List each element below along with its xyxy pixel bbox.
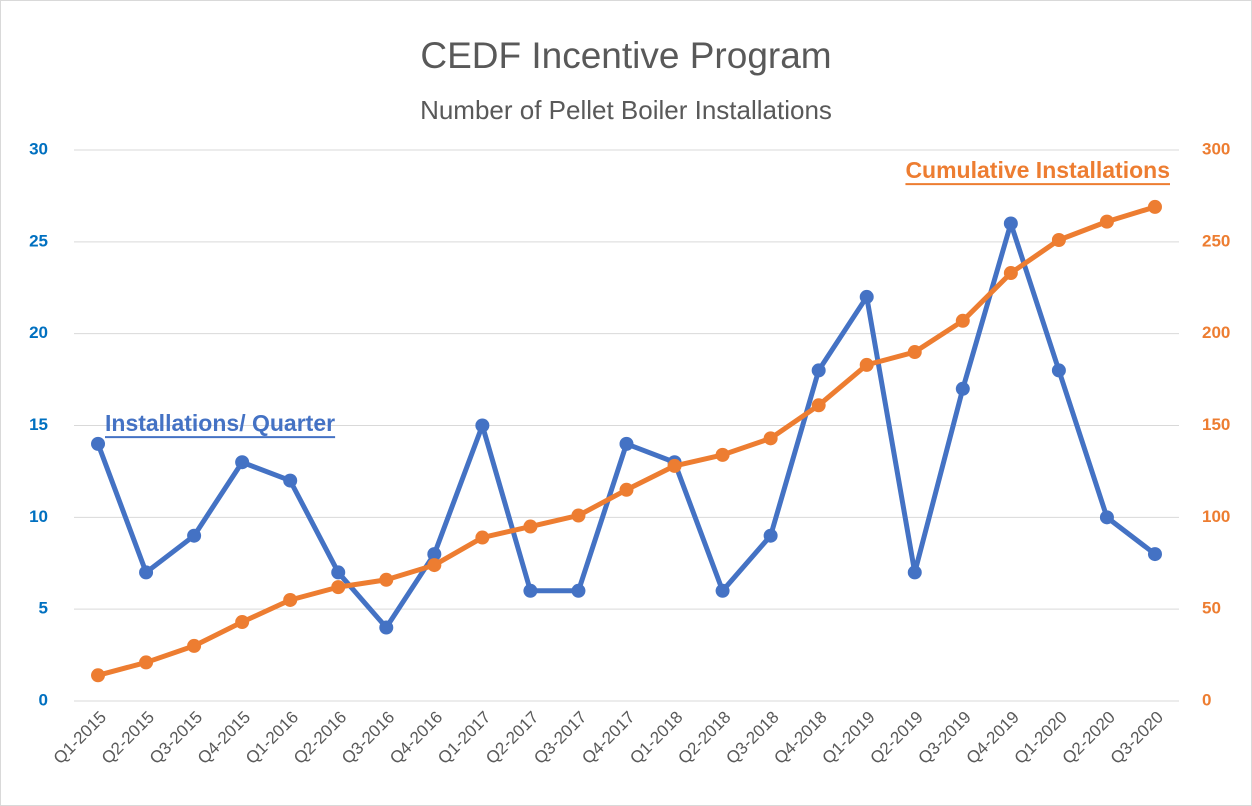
point (763, 431, 778, 446)
point (715, 583, 730, 598)
point (187, 638, 202, 653)
point (667, 458, 682, 473)
point (331, 580, 346, 595)
y2-tick-label: 50 (1202, 599, 1221, 618)
point (235, 615, 250, 630)
point (427, 547, 442, 562)
y-tick-label: 15 (29, 415, 48, 434)
point (91, 436, 106, 451)
point (523, 519, 538, 534)
series-label: Installations/ Quarter (105, 410, 335, 436)
point (571, 508, 586, 523)
y2-tick-label: 150 (1202, 415, 1230, 434)
point (715, 447, 730, 462)
point (139, 655, 154, 670)
y-tick-label: 20 (29, 323, 48, 342)
point (1003, 266, 1018, 281)
point (91, 668, 106, 683)
point (955, 313, 970, 328)
point (379, 572, 394, 587)
point (955, 381, 970, 396)
point (1051, 363, 1066, 378)
point (1051, 232, 1066, 247)
series-label: Cumulative Installations (905, 157, 1170, 183)
point (475, 530, 490, 545)
y-tick-label: 30 (29, 139, 48, 158)
y2-tick-label: 200 (1202, 323, 1230, 342)
point (331, 565, 346, 580)
chart-title: CEDF Incentive Program (420, 35, 831, 76)
point (283, 592, 298, 607)
point (283, 473, 298, 488)
y-tick-label: 5 (39, 599, 48, 618)
point (907, 345, 922, 360)
point (1099, 214, 1114, 229)
point (427, 558, 442, 573)
point (859, 289, 874, 304)
point (475, 418, 490, 433)
point (811, 398, 826, 413)
point (811, 363, 826, 378)
point (139, 565, 154, 580)
point (619, 482, 634, 497)
point (571, 583, 586, 598)
point (1003, 216, 1018, 231)
point (235, 455, 250, 470)
point (859, 357, 874, 372)
y-tick-label: 0 (39, 690, 48, 709)
chart-subtitle: Number of Pellet Boiler Installations (420, 95, 832, 125)
point (523, 583, 538, 598)
y2-tick-label: 100 (1202, 507, 1230, 526)
y2-tick-label: 250 (1202, 231, 1230, 250)
point (907, 565, 922, 580)
y2-tick-label: 0 (1202, 690, 1211, 709)
y2-tick-label: 300 (1202, 139, 1230, 158)
point (763, 528, 778, 543)
point (187, 528, 202, 543)
point (1099, 510, 1114, 525)
y-tick-label: 25 (29, 231, 48, 250)
y-tick-label: 10 (29, 507, 48, 526)
point (1147, 547, 1162, 562)
point (379, 620, 394, 635)
point (1147, 199, 1162, 214)
point (619, 436, 634, 451)
